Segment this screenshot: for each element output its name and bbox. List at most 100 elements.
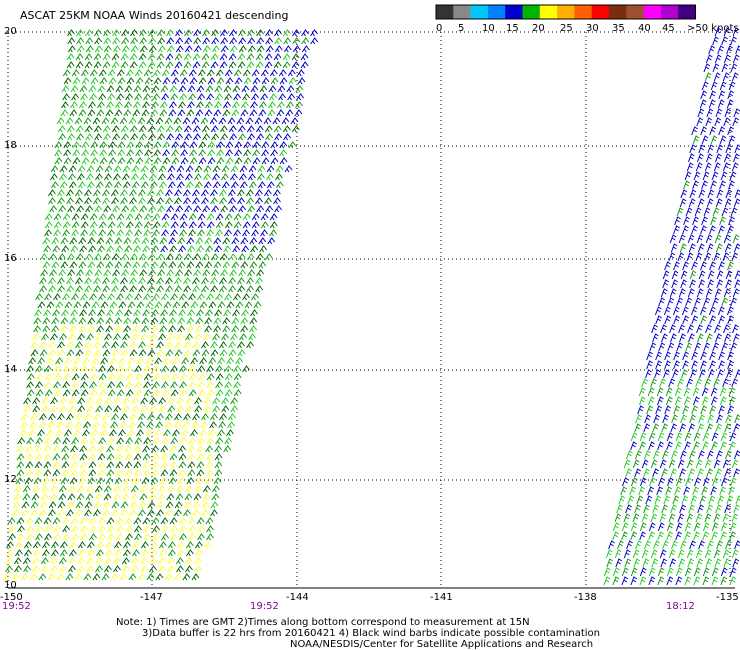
wind-barb bbox=[100, 429, 108, 437]
wind-barb bbox=[246, 197, 254, 205]
wind-barb bbox=[722, 378, 729, 388]
wind-barb bbox=[165, 349, 174, 357]
wind-barb bbox=[630, 477, 638, 487]
wind-barb bbox=[104, 565, 112, 573]
wind-barb bbox=[35, 373, 44, 381]
wind-barb bbox=[30, 413, 38, 421]
wind-barb bbox=[268, 101, 276, 109]
wind-barb bbox=[32, 405, 41, 413]
wind-barb bbox=[228, 285, 237, 293]
wind-barb bbox=[194, 565, 202, 573]
wind-barb bbox=[240, 261, 249, 269]
wind-barb bbox=[237, 125, 246, 133]
wind-barb bbox=[149, 565, 157, 573]
wind-barb bbox=[129, 413, 137, 421]
wind-barb bbox=[641, 378, 648, 388]
wind-barb bbox=[238, 37, 247, 45]
wind-barb bbox=[725, 414, 732, 424]
wind-barb bbox=[195, 317, 204, 325]
wind-barb bbox=[66, 285, 75, 293]
wind-barb bbox=[131, 541, 140, 549]
wind-barb bbox=[714, 54, 722, 64]
wind-barb bbox=[682, 225, 689, 235]
wind-barb bbox=[105, 477, 114, 485]
wind-barb bbox=[179, 437, 188, 445]
wind-barb bbox=[241, 101, 249, 109]
wind-barb bbox=[672, 369, 679, 379]
wind-barb bbox=[187, 453, 196, 461]
wind-barb bbox=[228, 413, 236, 421]
wind-barb bbox=[92, 117, 101, 125]
wind-barb bbox=[728, 387, 736, 397]
wind-barb bbox=[259, 85, 268, 93]
wind-barb bbox=[177, 109, 186, 117]
wind-barb bbox=[206, 533, 214, 541]
wind-barb bbox=[48, 413, 56, 421]
wind-barb bbox=[84, 197, 92, 205]
wind-barb bbox=[707, 450, 714, 460]
wind-barb bbox=[112, 133, 121, 141]
wind-barb bbox=[243, 77, 252, 85]
wind-barb bbox=[687, 153, 695, 163]
colorbar-segment bbox=[436, 5, 454, 19]
wind-barb bbox=[67, 173, 76, 181]
wind-barb bbox=[147, 61, 156, 69]
wind-barb bbox=[143, 221, 152, 229]
wind-barb bbox=[679, 423, 687, 433]
wind-barb bbox=[116, 389, 125, 397]
wind-barb bbox=[167, 541, 176, 549]
wind-barb bbox=[41, 333, 49, 341]
wind-barb bbox=[660, 288, 668, 298]
wind-barb bbox=[668, 549, 676, 559]
wind-barb bbox=[219, 53, 228, 61]
wind-barb bbox=[681, 369, 688, 379]
wind-barb bbox=[176, 165, 185, 173]
wind-barb bbox=[135, 77, 144, 85]
wind-barb bbox=[178, 469, 187, 477]
wind-barb bbox=[153, 77, 162, 85]
wind-barb bbox=[57, 277, 65, 285]
wind-barb bbox=[688, 423, 696, 433]
wind-barb bbox=[115, 469, 124, 477]
wind-barb bbox=[143, 373, 152, 381]
wind-barb bbox=[196, 101, 204, 109]
wind-barb bbox=[73, 301, 82, 309]
wind-barb bbox=[719, 387, 727, 397]
wind-barb bbox=[157, 29, 165, 37]
wind-barb bbox=[78, 261, 87, 269]
wind-barb bbox=[227, 189, 236, 197]
wind-barb bbox=[701, 387, 709, 397]
wind-barb bbox=[142, 469, 151, 477]
wind-barb bbox=[167, 165, 176, 173]
wind-barb bbox=[89, 525, 97, 533]
wind-barb bbox=[214, 101, 222, 109]
wind-barb bbox=[171, 141, 180, 149]
wind-barb bbox=[159, 237, 168, 245]
wind-barb bbox=[114, 317, 123, 325]
wind-barb bbox=[188, 69, 197, 77]
wind-barb bbox=[242, 293, 250, 301]
wind-barb bbox=[188, 389, 197, 397]
wind-barb bbox=[115, 453, 124, 461]
wind-barb bbox=[68, 397, 76, 405]
wind-barb bbox=[26, 381, 34, 389]
wind-barb bbox=[733, 243, 740, 253]
wind-barb bbox=[638, 486, 646, 496]
wind-barb bbox=[215, 373, 224, 381]
wind-barb bbox=[76, 133, 85, 141]
wind-barb bbox=[79, 517, 88, 525]
wind-barb bbox=[187, 469, 196, 477]
wind-barb bbox=[152, 389, 161, 397]
wind-barb bbox=[242, 213, 251, 221]
wind-barb bbox=[300, 61, 309, 69]
wind-barb bbox=[166, 493, 175, 501]
wind-barb bbox=[225, 157, 234, 165]
wind-barb bbox=[87, 237, 96, 245]
wind-barb bbox=[107, 525, 115, 533]
wind-barb bbox=[197, 525, 205, 533]
wind-barb bbox=[14, 541, 23, 549]
wind-barb bbox=[301, 45, 310, 53]
wind-barb bbox=[639, 576, 647, 586]
wind-barb bbox=[79, 309, 87, 317]
wind-barb bbox=[152, 221, 161, 229]
